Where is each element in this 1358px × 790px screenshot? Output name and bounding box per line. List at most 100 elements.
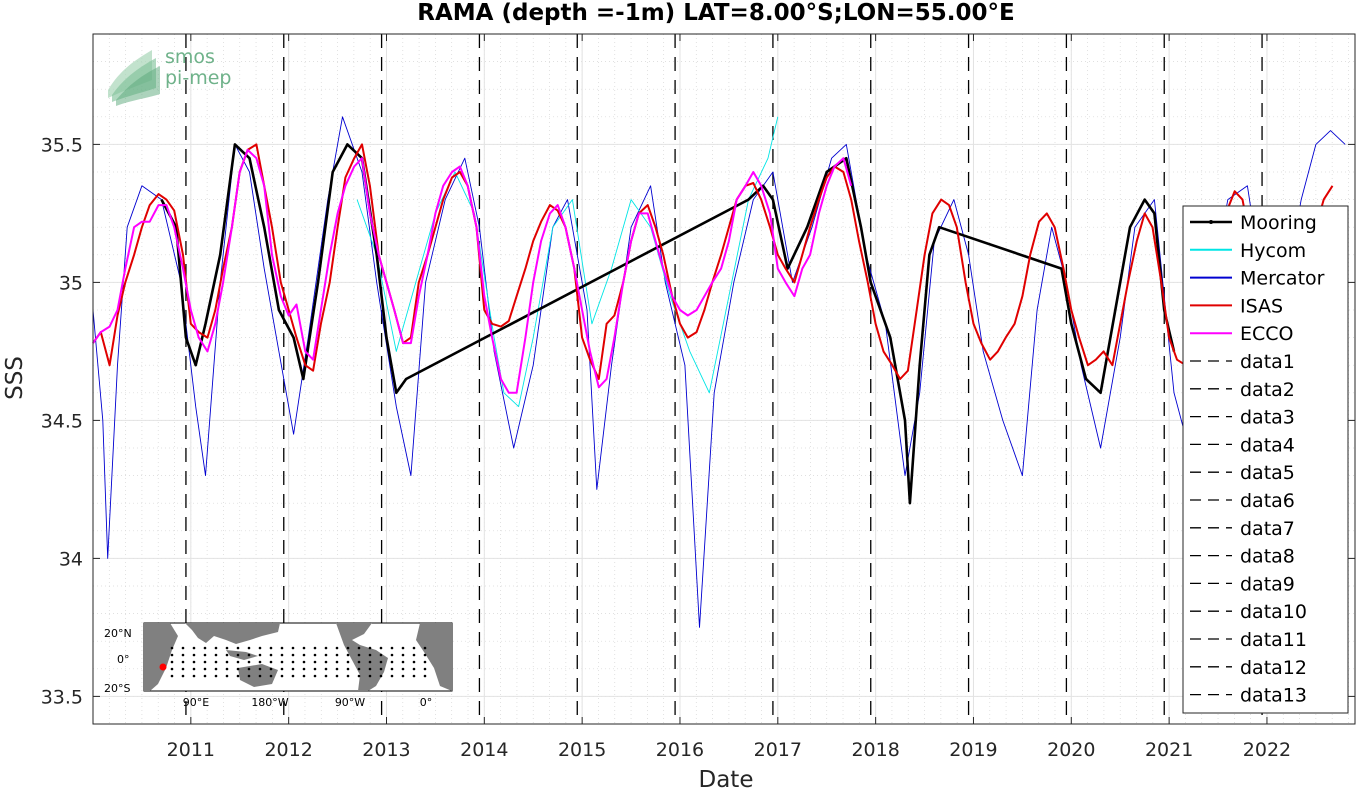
buoy-dot [247, 653, 251, 657]
buoy-dot [401, 660, 405, 664]
inset-map-frame [143, 622, 453, 692]
buoy-dot [335, 674, 339, 678]
inset-lon-label-0: 0° [420, 696, 433, 709]
y-axis-ticks: 33.5 34 34.5 35 35.5 [41, 134, 1355, 708]
buoy-dot [236, 653, 240, 657]
x-tick-label: 2015 [558, 739, 606, 761]
buoy-array [170, 646, 427, 678]
legend-label: data8 [1240, 546, 1295, 568]
buoy-dot [280, 660, 284, 664]
y-axis-label: SSS [2, 356, 28, 400]
buoy-dot [214, 667, 218, 671]
buoy-dot [214, 674, 218, 678]
buoy-dot [423, 667, 427, 671]
buoy-dot [335, 667, 339, 671]
buoy-dot [214, 646, 218, 650]
legend-label: data13 [1240, 685, 1307, 707]
buoy-dot [412, 667, 416, 671]
buoy-dot [269, 660, 273, 664]
buoy-dot [324, 653, 328, 657]
buoy-dot [203, 653, 207, 657]
legend-label: Mercator [1240, 268, 1325, 290]
buoy-dot [346, 667, 350, 671]
buoy-dot [357, 653, 361, 657]
buoy-dot [412, 660, 416, 664]
buoy-dot [401, 653, 405, 657]
legend-label: data4 [1240, 434, 1295, 456]
buoy-dot [346, 653, 350, 657]
buoy-dot [203, 660, 207, 664]
buoy-dot [203, 667, 207, 671]
buoy-dot [280, 667, 284, 671]
buoy-dot [214, 653, 218, 657]
legend-label: ISAS [1240, 295, 1283, 317]
legend-label: ECCO [1240, 323, 1294, 345]
buoy-dot [324, 660, 328, 664]
buoy-dot [192, 674, 196, 678]
buoy-dot [379, 660, 383, 664]
buoy-dot [181, 646, 185, 650]
buoy-dot [170, 667, 174, 671]
inset-lat-label-0: 0° [117, 653, 130, 666]
legend: Mooring Hycom Mercator ISAS ECCO data1 data2 da… [1182, 205, 1349, 714]
series-line-mooring [160, 143, 1176, 505]
x-tick-label: 2019 [949, 739, 997, 761]
buoy-dot [313, 660, 317, 664]
buoy-dot [368, 646, 372, 650]
buoy-dot [291, 646, 295, 650]
mooring-location-marker [159, 663, 167, 671]
series-line-hycom [356, 116, 779, 408]
buoy-dot [423, 653, 427, 657]
buoy-dot [324, 674, 328, 678]
x-tick-label: 2018 [851, 739, 899, 761]
buoy-dot [324, 667, 328, 671]
buoy-dot [412, 653, 416, 657]
buoy-dot [346, 646, 350, 650]
smos-pimep-logo: smos pi-mep [108, 46, 231, 106]
buoy-dot [302, 667, 306, 671]
buoy-dot [247, 646, 251, 650]
x-tick-label: 2016 [656, 739, 704, 761]
buoy-dot [203, 646, 207, 650]
buoy-dot [192, 667, 196, 671]
buoy-dot [291, 674, 295, 678]
legend-entries: Mooring Hycom Mercator ISAS ECCO data1 data2 da… [1190, 212, 1325, 707]
buoy-dot [313, 667, 317, 671]
y-tick-label: 34.5 [41, 410, 83, 432]
buoy-dot [247, 674, 251, 678]
buoy-dot [269, 674, 273, 678]
logo-waves-icon [108, 50, 160, 106]
buoy-dot [236, 660, 240, 664]
buoy-dot [170, 660, 174, 664]
buoy-dot [181, 667, 185, 671]
buoy-dot [335, 646, 339, 650]
buoy-dot [423, 660, 427, 664]
buoy-dot [390, 646, 394, 650]
buoy-dot [291, 653, 295, 657]
buoy-dot [203, 674, 207, 678]
buoy-dot [390, 660, 394, 664]
buoy-dot [346, 674, 350, 678]
y-tick-label: 35 [59, 272, 83, 294]
buoy-dot [225, 667, 229, 671]
buoy-dot [269, 667, 273, 671]
year-boundary-markers [185, 34, 1263, 724]
landmass-africa [144, 623, 178, 691]
x-tick-label: 2022 [1243, 739, 1291, 761]
x-tick-label: 2020 [1047, 739, 1095, 761]
buoy-dot [390, 653, 394, 657]
landmass-asia [185, 623, 280, 644]
legend-label: Hycom [1240, 240, 1306, 262]
buoy-dot [412, 646, 416, 650]
landmass-indonesia [226, 650, 258, 660]
legend-label: data9 [1240, 573, 1295, 595]
buoy-dot [225, 674, 229, 678]
landmass-west-africa [416, 623, 452, 691]
buoy-dot [302, 653, 306, 657]
series-line-mercator [92, 116, 1346, 628]
inset-location-map: 20°N 0° 20°S 90°E 180°W 90°W 0° [104, 622, 453, 709]
buoy-dot [302, 674, 306, 678]
buoy-dot [368, 674, 372, 678]
legend-label: data5 [1240, 462, 1295, 484]
